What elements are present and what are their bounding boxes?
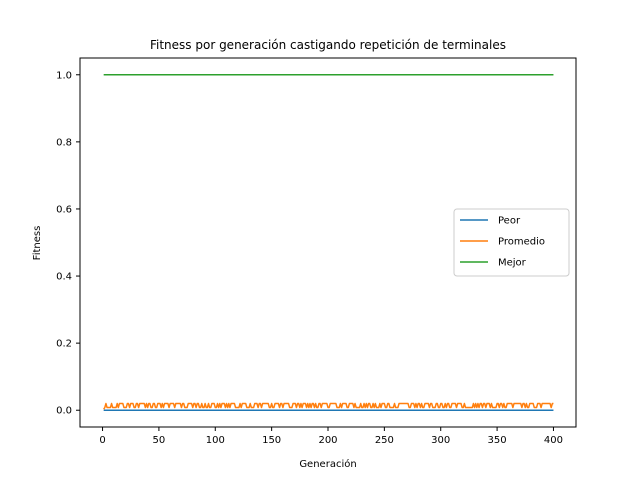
y-tick-label: 0.4 <box>56 272 72 283</box>
x-tick-label: 400 <box>544 435 563 446</box>
chart-title: Fitness por generación castigando repeti… <box>150 38 506 52</box>
y-tick-label: 0.2 <box>56 339 72 350</box>
legend-label-promedio: Promedio <box>498 237 545 248</box>
legend-label-peor: Peor <box>498 216 521 227</box>
x-tick-label: 200 <box>318 435 337 446</box>
x-tick-label: 250 <box>375 435 394 446</box>
y-axis-ticks: 0.0 0.2 0.4 0.6 0.8 1.0 <box>56 70 80 417</box>
x-tick-label: 350 <box>488 435 507 446</box>
x-tick-label: 100 <box>206 435 225 446</box>
legend-box <box>453 208 570 277</box>
x-tick-label: 150 <box>262 435 281 446</box>
x-axis-label: Generación <box>299 458 356 470</box>
y-tick-label: 0.6 <box>56 204 72 215</box>
legend-label-mejor: Mejor <box>498 258 527 269</box>
y-tick-label: 1.0 <box>56 70 72 81</box>
y-axis-label: Fitness <box>32 226 43 261</box>
y-tick-label: 0.0 <box>56 406 72 417</box>
x-axis-ticks: 0 50 100 150 200 250 300 350 400 <box>99 427 563 446</box>
x-tick-label: 300 <box>431 435 450 446</box>
legend: Peor Promedio Mejor <box>453 208 570 277</box>
series-line-promedio <box>103 402 554 410</box>
x-tick-label: 0 <box>99 435 105 446</box>
series-layer <box>103 74 554 411</box>
x-tick-label: 50 <box>153 435 166 446</box>
y-tick-label: 0.8 <box>56 137 72 148</box>
